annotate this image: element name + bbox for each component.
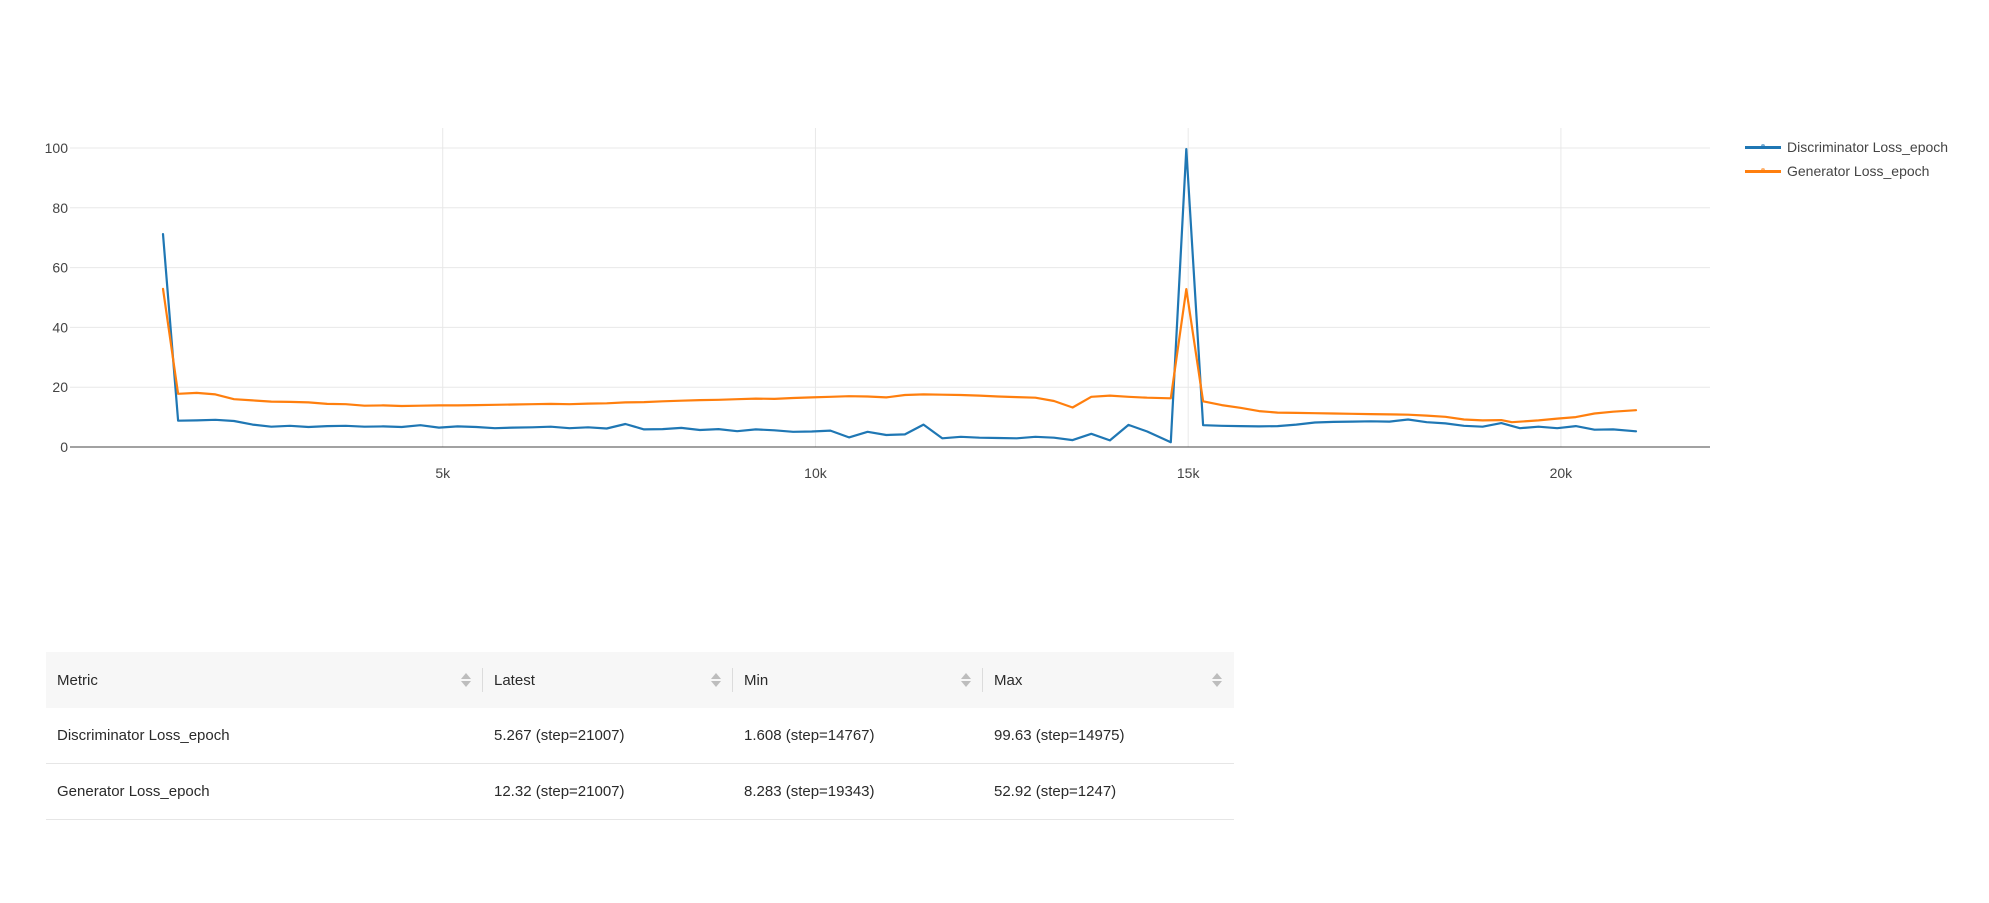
- column-header-latest[interactable]: Latest: [483, 652, 733, 708]
- sort-icon[interactable]: [461, 673, 471, 687]
- cell-metric: Discriminator Loss_epoch: [46, 708, 483, 764]
- series-line-generator[interactable]: [161, 287, 1638, 424]
- column-header-latest-label: Latest: [494, 671, 535, 689]
- chart-series: [161, 148, 1638, 444]
- table-row: Discriminator Loss_epoch 5.267 (step=210…: [46, 708, 1234, 764]
- chart-legend: Discriminator Loss_epoch Generator Loss_…: [1745, 135, 1948, 183]
- cell-min: 8.283 (step=19343): [733, 763, 983, 820]
- column-header-metric-label: Metric: [57, 671, 98, 689]
- column-header-max-label: Max: [994, 671, 1023, 689]
- series-line-discriminator[interactable]: [161, 148, 1638, 444]
- metrics-table: Metric Latest Min Max: [46, 652, 1234, 820]
- table-header-row: Metric Latest Min Max: [46, 652, 1234, 708]
- table-row: Generator Loss_epoch 12.32 (step=21007) …: [46, 763, 1234, 820]
- column-header-min[interactable]: Min: [733, 652, 983, 708]
- legend-item-generator[interactable]: Generator Loss_epoch: [1745, 159, 1948, 183]
- legend-swatch-discriminator: [1745, 143, 1781, 149]
- chart-gridlines: [70, 128, 1710, 447]
- loss-chart: 0 20 40 60 80 100 5k 10k 15k 20k: [45, 128, 1710, 481]
- x-tick-label: 20k: [1550, 465, 1574, 481]
- x-tick-label: 15k: [1177, 465, 1201, 481]
- cell-latest: 5.267 (step=21007): [483, 708, 733, 764]
- x-tick-label: 10k: [804, 465, 828, 481]
- cell-max: 52.92 (step=1247): [983, 763, 1234, 820]
- column-header-min-label: Min: [744, 671, 769, 689]
- chart-axes: 0 20 40 60 80 100 5k 10k 15k 20k: [45, 140, 1710, 481]
- x-tick-label: 5k: [435, 465, 451, 481]
- legend-swatch-generator: [1745, 167, 1781, 173]
- sort-icon[interactable]: [711, 673, 721, 687]
- y-tick-label: 60: [52, 260, 68, 276]
- legend-item-discriminator[interactable]: Discriminator Loss_epoch: [1745, 135, 1948, 159]
- y-tick-label: 80: [52, 200, 68, 216]
- sort-icon[interactable]: [1212, 673, 1222, 687]
- cell-metric: Generator Loss_epoch: [46, 763, 483, 820]
- legend-label-generator: Generator Loss_epoch: [1787, 163, 1930, 179]
- y-tick-label: 0: [60, 439, 68, 455]
- column-header-max[interactable]: Max: [983, 652, 1234, 708]
- cell-min: 1.608 (step=14767): [733, 708, 983, 764]
- cell-max: 99.63 (step=14975): [983, 708, 1234, 764]
- y-tick-label: 20: [52, 379, 68, 395]
- y-tick-label: 40: [52, 319, 68, 335]
- legend-label-discriminator: Discriminator Loss_epoch: [1787, 139, 1949, 155]
- y-tick-label: 100: [45, 140, 69, 156]
- column-header-metric[interactable]: Metric: [46, 652, 483, 708]
- cell-latest: 12.32 (step=21007): [483, 763, 733, 820]
- sort-icon[interactable]: [961, 673, 971, 687]
